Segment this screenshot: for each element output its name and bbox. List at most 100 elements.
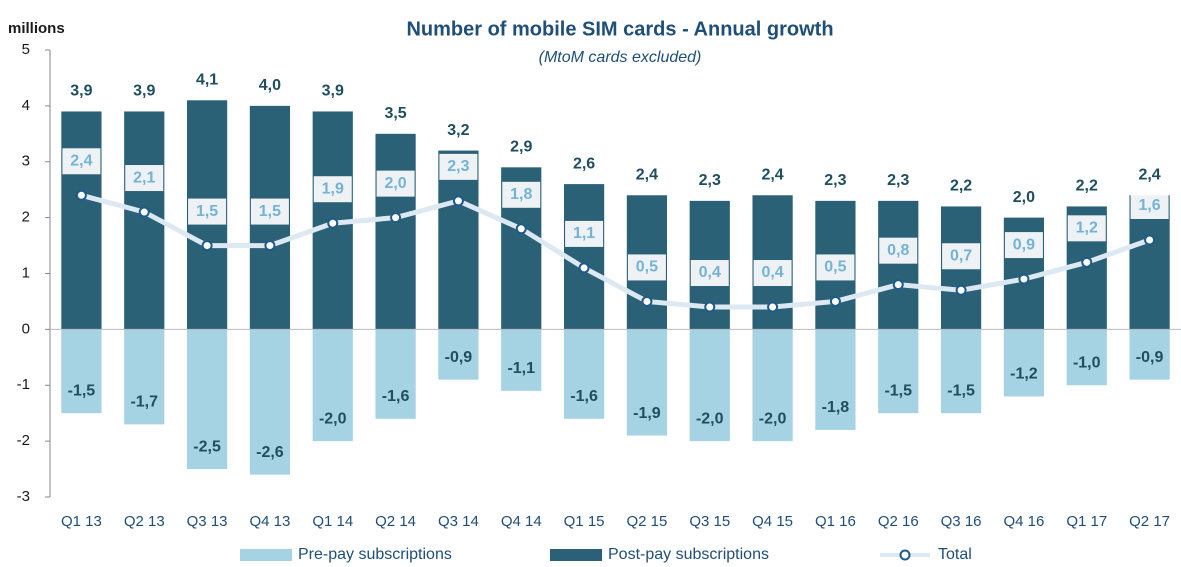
y-tick-label: -1 <box>17 376 30 393</box>
bar <box>501 329 542 391</box>
label-box <box>1004 232 1043 259</box>
x-tick-label: Q3 15 <box>689 513 730 530</box>
total-point <box>138 206 150 218</box>
total-point <box>264 240 276 252</box>
data-label: 2,4 <box>1138 166 1160 183</box>
bar <box>438 150 479 330</box>
data-label: 3,2 <box>447 122 469 139</box>
data-label: 4,0 <box>259 77 281 94</box>
data-label: 2,2 <box>950 178 972 195</box>
data-label: -2,6 <box>256 444 284 461</box>
label-box <box>125 165 164 192</box>
data-label: 0,9 <box>1013 236 1035 253</box>
data-label: 2,2 <box>1076 178 1098 195</box>
data-label: 2,0 <box>384 175 406 192</box>
data-label: 2,3 <box>887 172 909 189</box>
data-label: -1,5 <box>884 382 912 399</box>
data-label: 2,9 <box>510 139 532 156</box>
data-label: 0,8 <box>887 242 909 259</box>
y-tick-label: -3 <box>17 488 30 505</box>
data-label: 2,1 <box>133 169 155 186</box>
data-label: -1,5 <box>947 382 975 399</box>
label-box <box>816 254 855 281</box>
bar <box>940 329 982 414</box>
y-tick-label: 0 <box>22 320 30 337</box>
data-label: -1,1 <box>507 360 535 377</box>
bar <box>186 329 228 470</box>
data-label: 3,9 <box>70 83 92 100</box>
data-label: 2,4 <box>761 166 783 183</box>
data-label: 0,7 <box>950 247 972 264</box>
total-point <box>452 195 464 207</box>
total-point <box>641 295 653 307</box>
bar <box>689 329 730 442</box>
total-point <box>201 240 213 252</box>
x-tick-label: Q3 16 <box>941 513 982 530</box>
label-box <box>188 198 227 225</box>
total-point <box>578 262 590 274</box>
x-tick-label: Q2 17 <box>1129 513 1170 530</box>
y-axis-label: millions <box>8 20 65 37</box>
bar <box>752 329 793 442</box>
bar <box>249 329 291 475</box>
data-label: -1,9 <box>633 405 661 422</box>
x-tick-label: Q4 16 <box>1003 513 1044 530</box>
label-box <box>879 237 918 264</box>
data-label: 0,4 <box>761 264 783 281</box>
bar <box>61 111 102 330</box>
legend-marker <box>899 549 911 561</box>
total-line <box>80 192 1151 310</box>
bar <box>124 329 165 425</box>
label-box <box>565 220 604 247</box>
x-tick-label: Q4 15 <box>752 513 793 530</box>
x-tick-label: Q2 13 <box>124 513 165 530</box>
legend-swatch <box>240 549 292 561</box>
data-label: -2,5 <box>193 438 221 455</box>
label-box <box>1067 215 1106 242</box>
data-label: 3,5 <box>384 105 406 122</box>
total-point <box>829 295 841 307</box>
legend-label: Post-pay subscriptions <box>608 546 769 563</box>
total-point <box>704 301 716 313</box>
y-tick-label: 5 <box>22 41 30 58</box>
data-label: 0,5 <box>824 259 846 276</box>
label-box <box>250 198 289 225</box>
total-point <box>327 217 339 229</box>
data-label: 0,5 <box>636 259 658 276</box>
chart-subtitle: (MtoM cards excluded) <box>539 49 702 66</box>
data-label: 2,4 <box>70 152 92 169</box>
data-label: -1,8 <box>822 399 850 416</box>
bar <box>878 329 919 414</box>
data-label: 1,2 <box>1076 220 1098 237</box>
label-box <box>439 153 478 180</box>
bar <box>438 329 479 380</box>
data-label: 1,1 <box>573 225 595 242</box>
y-tick-label: 4 <box>22 97 30 114</box>
data-label: 3,9 <box>322 83 344 100</box>
data-label: 1,9 <box>322 180 344 197</box>
data-label: 2,4 <box>636 166 658 183</box>
data-label: 2,3 <box>447 158 469 175</box>
data-label: 3,9 <box>133 83 155 100</box>
bar <box>375 329 416 419</box>
data-label: 1,5 <box>259 203 281 220</box>
data-label: 4,1 <box>196 72 218 89</box>
data-label: 1,8 <box>510 186 532 203</box>
y-tick-label: 1 <box>22 264 30 281</box>
data-label: -0,9 <box>445 349 473 366</box>
label-box <box>627 254 666 281</box>
total-point <box>767 301 779 313</box>
data-label: -2,0 <box>759 410 787 427</box>
y-tick-label: 3 <box>22 153 30 170</box>
data-label: -1,6 <box>570 388 598 405</box>
total-point <box>1144 234 1156 246</box>
bar <box>61 329 102 414</box>
data-label: 1,6 <box>1138 197 1160 214</box>
x-tick-label: Q2 14 <box>375 513 416 530</box>
bar <box>878 200 919 330</box>
total-point <box>955 284 967 296</box>
data-label: 2,3 <box>824 172 846 189</box>
data-label: -0,9 <box>1136 349 1164 366</box>
label-box <box>313 176 352 203</box>
